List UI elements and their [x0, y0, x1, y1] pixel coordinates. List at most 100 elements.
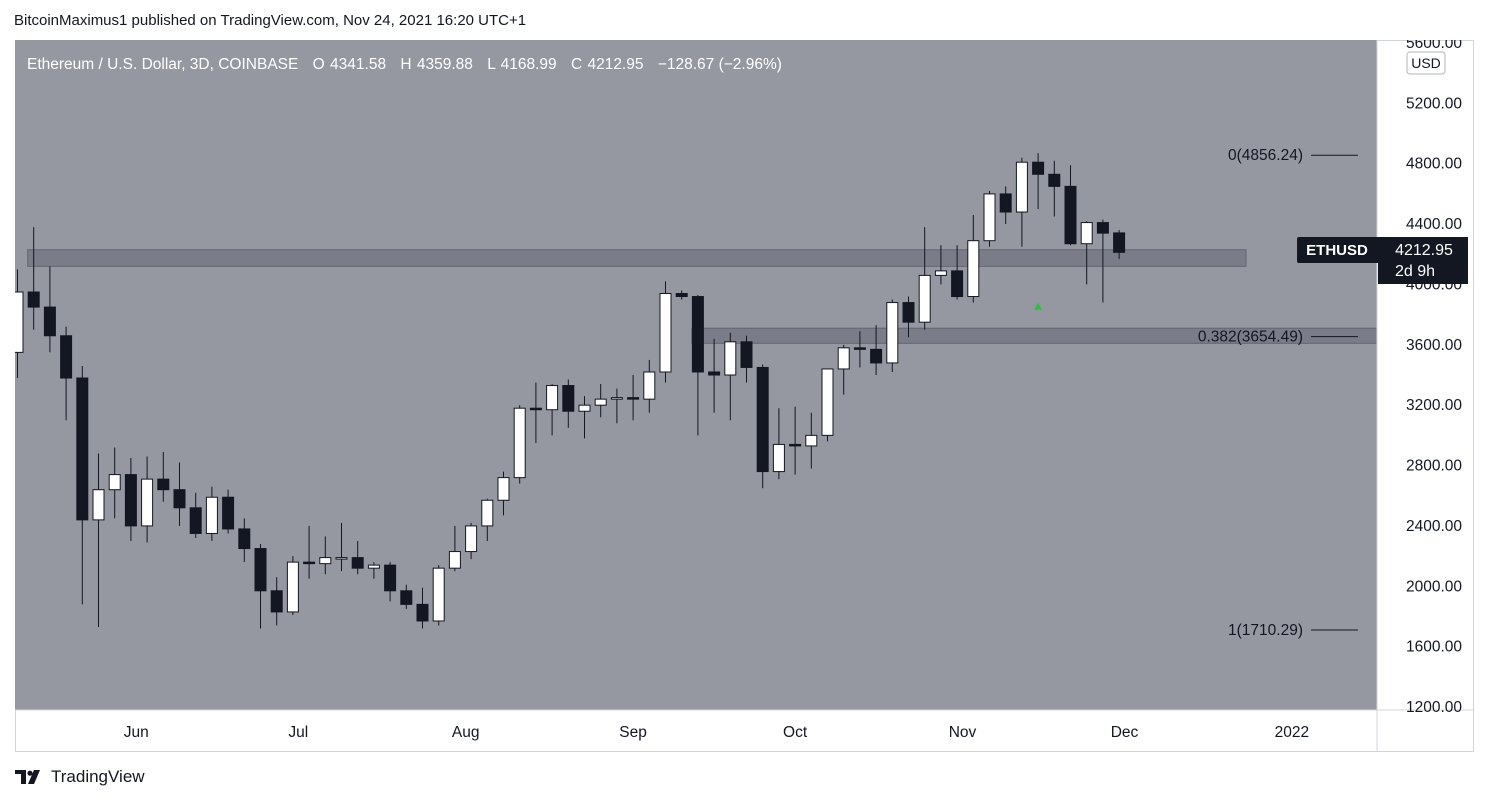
candle-body — [141, 478, 154, 527]
legend-close-value: 4212.95 — [587, 56, 643, 73]
time-tick-label: Sep — [619, 724, 647, 741]
legend-symbol: Ethereum / U.S. Dollar, 3D, COINBASE — [27, 56, 298, 73]
candle-body — [15, 291, 24, 353]
symbol-tag-text: ETHUSD — [1306, 242, 1368, 259]
time-tick-label: Dec — [1111, 724, 1139, 741]
zones-layer — [27, 249, 1378, 344]
candle-body — [254, 548, 267, 592]
candle-body — [303, 561, 316, 565]
candle-body — [610, 397, 623, 400]
candlestick-chart[interactable]: 0(4856.24) 0.382(3654.49) 1(1710.29) Ether… — [15, 40, 1474, 752]
symbol-tag-box — [1297, 237, 1379, 263]
candle-body — [157, 478, 170, 491]
time-tick-label: Oct — [783, 724, 808, 741]
candle-body — [1032, 161, 1045, 175]
candle-body — [918, 274, 931, 323]
candle-body — [400, 590, 413, 605]
candle-body — [1096, 222, 1109, 234]
candle-body — [1113, 232, 1126, 253]
legend-line: Ethereum / U.S. Dollar, 3D, COINBASE O 4… — [27, 56, 782, 73]
candle-body — [448, 551, 461, 569]
tradingview-logo-icon[interactable] — [15, 770, 43, 784]
candle-body — [627, 397, 640, 400]
price-tick-label: 1200.00 — [1406, 699, 1462, 716]
candle-body — [497, 477, 510, 501]
legend-high-value: 4359.88 — [417, 56, 473, 73]
candle-body — [578, 404, 591, 412]
legend-low-label: L — [487, 56, 496, 73]
candle-body — [481, 499, 494, 527]
candle-body — [43, 306, 56, 337]
candle-body — [529, 407, 542, 411]
candle-body — [821, 368, 834, 436]
candle-body — [238, 528, 251, 550]
candle-body — [222, 496, 235, 530]
price-tick-label: 3600.00 — [1406, 337, 1462, 354]
footer: TradingView — [15, 767, 145, 787]
footer-brand[interactable]: TradingView — [51, 767, 145, 786]
candle-body — [902, 302, 915, 323]
candle-body — [594, 398, 607, 406]
legend-low-value: 4168.99 — [501, 56, 557, 73]
candle-body — [1015, 161, 1028, 213]
price-tick-label: 2000.00 — [1406, 578, 1462, 595]
price-tag-box — [1378, 237, 1468, 284]
candle-body — [772, 443, 785, 473]
time-tick-label: Aug — [452, 724, 480, 741]
candle-body — [756, 366, 769, 473]
fib-levels-layer: 0(4856.24) 0.382(3654.49) 1(1710.29) — [1198, 147, 1358, 639]
candle-body — [999, 193, 1012, 213]
price-axis: 5600.005200.004800.004400.004000.003600.… — [1406, 40, 1462, 716]
currency-badge[interactable] — [1406, 51, 1446, 75]
legend-close-label: C — [571, 56, 582, 73]
candle-body — [205, 496, 218, 534]
candle-body — [1080, 222, 1093, 245]
up-arrow-icon — [1034, 302, 1043, 310]
fib-label: 0(4856.24) — [1228, 147, 1303, 164]
candle-body — [351, 557, 364, 569]
candle-body — [108, 474, 121, 491]
candle-body — [1064, 185, 1077, 245]
candle-body — [886, 302, 899, 364]
price-tick-label: 4400.00 — [1406, 216, 1462, 233]
time-tick-label: 2022 — [1275, 724, 1309, 741]
candle-body — [416, 603, 429, 622]
candle-body — [691, 296, 704, 373]
candle-body — [124, 474, 137, 527]
candle-body — [562, 385, 575, 412]
candle-body — [740, 341, 753, 368]
candle-body — [967, 240, 980, 298]
last-price-tag: ETHUSD 4212.95 2d 9h — [1297, 237, 1468, 284]
time-tick-label: Jul — [288, 724, 308, 741]
candle-body — [724, 341, 737, 376]
candle-body — [465, 525, 478, 553]
candle-body — [189, 507, 202, 534]
price-tick-label: 5200.00 — [1406, 95, 1462, 112]
arrow-layer — [1034, 302, 1043, 310]
resistance-zone — [27, 249, 1247, 267]
legend-change: −128.67 (−2.96%) — [658, 56, 782, 73]
publisher-header: BitcoinMaximus1 published on TradingView… — [14, 12, 527, 29]
price-tag-countdown: 2d 9h — [1395, 263, 1435, 280]
candle-body — [837, 347, 850, 370]
candle-body — [983, 193, 996, 242]
legend-high-label: H — [400, 56, 411, 73]
price-tick-label: 2400.00 — [1406, 518, 1462, 535]
time-axis: Jun Jul Aug Sep Oct Nov Dec 2022 — [124, 724, 1309, 741]
candle-body — [367, 564, 380, 569]
fib-label: 0.382(3654.49) — [1198, 329, 1303, 346]
price-tick-label: 4800.00 — [1406, 156, 1462, 173]
fib-label: 1(1710.29) — [1228, 622, 1303, 639]
candle-body — [951, 270, 964, 298]
price-tick-label: 1600.00 — [1406, 639, 1462, 656]
price-tick-label: 3200.00 — [1406, 397, 1462, 414]
time-tick-label: Nov — [949, 724, 977, 741]
price-tag-price: 4212.95 — [1395, 242, 1453, 259]
price-tick-label: 5600.00 — [1406, 40, 1462, 52]
candle-body — [870, 348, 883, 364]
candle-body — [270, 590, 283, 613]
candle-body — [853, 347, 866, 350]
candle-body — [1048, 173, 1061, 187]
candle-body — [319, 557, 332, 565]
candle-body — [805, 434, 818, 447]
